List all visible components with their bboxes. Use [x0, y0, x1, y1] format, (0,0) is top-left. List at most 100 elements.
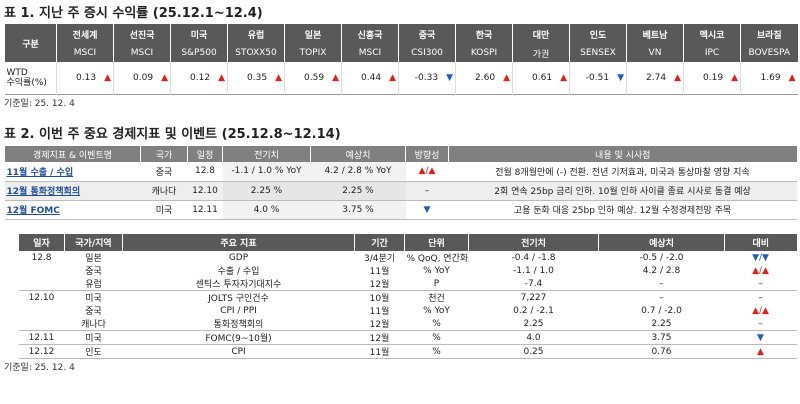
header-row: MSCI MSCI S&P500 STOXX50 TOPIX MSCI CSI300 KOSP… — [5, 44, 798, 62]
calendar-cell: 인도 — [85, 348, 102, 358]
value-cell: 0.19 ▲ — [683, 62, 741, 94]
calendar-cell: % — [432, 346, 441, 357]
value-cell: -0.33 ▼ — [398, 62, 456, 94]
header-cell: 미국 — [170, 24, 228, 44]
header-row: 일자 국가/지역 주요 지표 기간 단위 전기치 예상치 대비 — [18, 234, 797, 251]
event-cell: 고용 둔화 대응 25bp 인하 예상. 12월 수정경제전망 주목 — [513, 206, 732, 216]
calendar-cell: 천건 — [428, 294, 445, 304]
value: 0.35 — [247, 72, 268, 83]
calendar-cell: 11월 — [369, 348, 390, 358]
calendar-row: 12.12 인도 CPI 11월% 0.25 0.76 ▲ — [18, 345, 797, 359]
value: 0.44 — [361, 72, 382, 83]
header-cell: TOPIX — [284, 44, 342, 62]
header-cell: 내용 및 시사점 — [448, 146, 797, 162]
value-cell: 0.61 ▲ — [512, 62, 570, 94]
header-cell: STOXX50 — [227, 44, 285, 62]
header-cell: 국가 — [140, 146, 188, 162]
arrow: ▲ — [389, 72, 396, 83]
event-row: 12월 FOMC 미국 12.11 4.0 % 3.75 % ▼ 고용 둔화 대응 25bp… — [4, 200, 797, 219]
header-cell: 유럽 — [227, 24, 285, 44]
calendar-row: 12.11 미국 FOMC(9~10월) 12월% 4.0 3.75 ▼ — [18, 331, 797, 345]
header-cell: 대비 — [724, 234, 797, 251]
value-cell: 0.35 ▲ — [227, 62, 285, 94]
header-cell: 기간 — [354, 234, 405, 251]
calendar-cell: % — [432, 332, 441, 343]
event-cell: -1.1 / 1.0 % YoY — [222, 162, 311, 181]
calendar-cell: 10월 — [369, 294, 390, 304]
header-cell: 구분 — [4, 24, 57, 62]
arrow: ▼ — [446, 72, 453, 83]
calendar-cell: CPI — [231, 346, 246, 357]
calendar-cell: 미국 — [85, 294, 102, 304]
header-cell: MSCI — [341, 44, 399, 62]
label-line: WTD — [6, 67, 28, 78]
header-cell: IPC — [683, 44, 741, 62]
calendar-cell: 3/4분기 — [363, 254, 396, 264]
event-cell: 4.0 % — [222, 200, 311, 219]
table3-note: 기준일: 25. 12. 4 — [4, 363, 75, 373]
header-cell: S&P500 — [170, 44, 228, 62]
header-cell: 대만 — [512, 24, 570, 44]
calendar-cell: 유럽 — [85, 280, 102, 290]
header-row: 경제지표 & 이벤트명 국가 일정 전기치 예상치 방향성 내용 및 시사점 — [4, 146, 797, 162]
event-cell: 미국 — [155, 206, 173, 216]
event-name: 12월 통화정책회의 — [6, 187, 81, 197]
arrow: ▲ — [674, 72, 681, 83]
header-cell: 브라질 — [740, 24, 798, 44]
calendar-cell: -7.4 — [524, 278, 543, 289]
calendar-cell: – — [758, 318, 763, 329]
arrow: ▲ — [731, 72, 738, 83]
arrow: ▲ — [788, 72, 796, 83]
calendar-cell: 일본 — [85, 254, 102, 264]
event-row: 12월 통화정책회의 캐나다 12.10 2.25 % 2.25 % – 2회 연속 25b… — [4, 181, 797, 200]
value: -0.33 — [414, 72, 439, 83]
header-row: 구분 전세계 선진국 미국 유럽 일본 신흥국 중국 한국 대만 인도 베트남 멕시코 브라질 — [4, 24, 798, 62]
calendar-cell: 캐나다 — [81, 320, 106, 330]
header-cell: 예상치 — [310, 146, 406, 162]
calendar-row: 중국 CPI / PPI 11월 % YoY 0.2 / -2.1 0.7 / -2.0 ▲… — [19, 304, 797, 318]
header-cell: 전기치 — [222, 146, 311, 162]
header-cell: 가권 — [512, 44, 570, 62]
calendar-cell: -1.1 / 1.0 — [513, 265, 554, 276]
calendar-cell: 0.76 — [651, 346, 672, 357]
row-label: WTD 수익률(%) — [5, 62, 57, 94]
header-cell: 방향성 — [405, 146, 449, 162]
calendar-cell: GDP — [228, 252, 249, 263]
header-cell: 인도 — [569, 24, 627, 44]
header-cell: 멕시코 — [683, 24, 741, 44]
calendar-cell: – — [659, 292, 664, 303]
calendar-cell: 11월 — [369, 267, 390, 277]
arrow: ▼ — [617, 72, 624, 83]
value-cell: 2.74 ▲ — [626, 62, 684, 94]
calendar-cell: 3.75 — [651, 332, 672, 343]
calendar-cell: 12월 — [369, 334, 390, 344]
value-cell: 0.13 ▲ — [56, 62, 114, 94]
calendar-row: 유럽 센틱스 투자자기대지수 12월 P -7.4 – – — [18, 277, 797, 291]
arrow: ▲ — [161, 72, 168, 83]
event-cell: 2.25 % — [310, 181, 406, 200]
calendar-cell: ▲/▲ — [752, 305, 769, 316]
date-cell: 12.10 — [28, 292, 55, 303]
value-cell: 0.59 ▲ — [284, 62, 342, 94]
calendar-cell: 2.25 — [651, 318, 672, 329]
calendar-cell: 2.25 — [523, 318, 544, 329]
table2-title: 표 2. 이번 주 중요 경제지표 및 이벤트 (25.12.8~12.14) — [4, 127, 341, 142]
calendar-cell: – — [758, 292, 763, 303]
header-cell: 중국 — [398, 24, 456, 44]
calendar-cell: -0.4 / -1.8 — [511, 252, 556, 263]
value-cell: 2.60 ▲ — [455, 62, 513, 94]
calendar-cell: ▼/▼ — [752, 252, 769, 263]
event-cell: ▼ — [423, 204, 431, 215]
value: 0.61 — [532, 72, 553, 83]
date-cell — [19, 277, 65, 291]
calendar-cell: 미국 — [85, 334, 102, 344]
event-row: 11월 수출 / 수입 중국 12.8 -1.1 / 1.0 % YoY 4.2 / 2… — [4, 162, 797, 181]
calendar-cell: 11월 — [369, 307, 390, 317]
value: 0.19 — [703, 72, 724, 83]
calendar-cell: -0.5 / -2.0 — [639, 252, 684, 263]
arrow: ▲ — [218, 72, 225, 83]
calendar-table: 일자 국가/지역 주요 지표 기간 단위 전기치 예상치 대비 12.8 일본 GDP 3/4분기% … — [18, 234, 797, 359]
value: 0.09 — [133, 72, 154, 83]
